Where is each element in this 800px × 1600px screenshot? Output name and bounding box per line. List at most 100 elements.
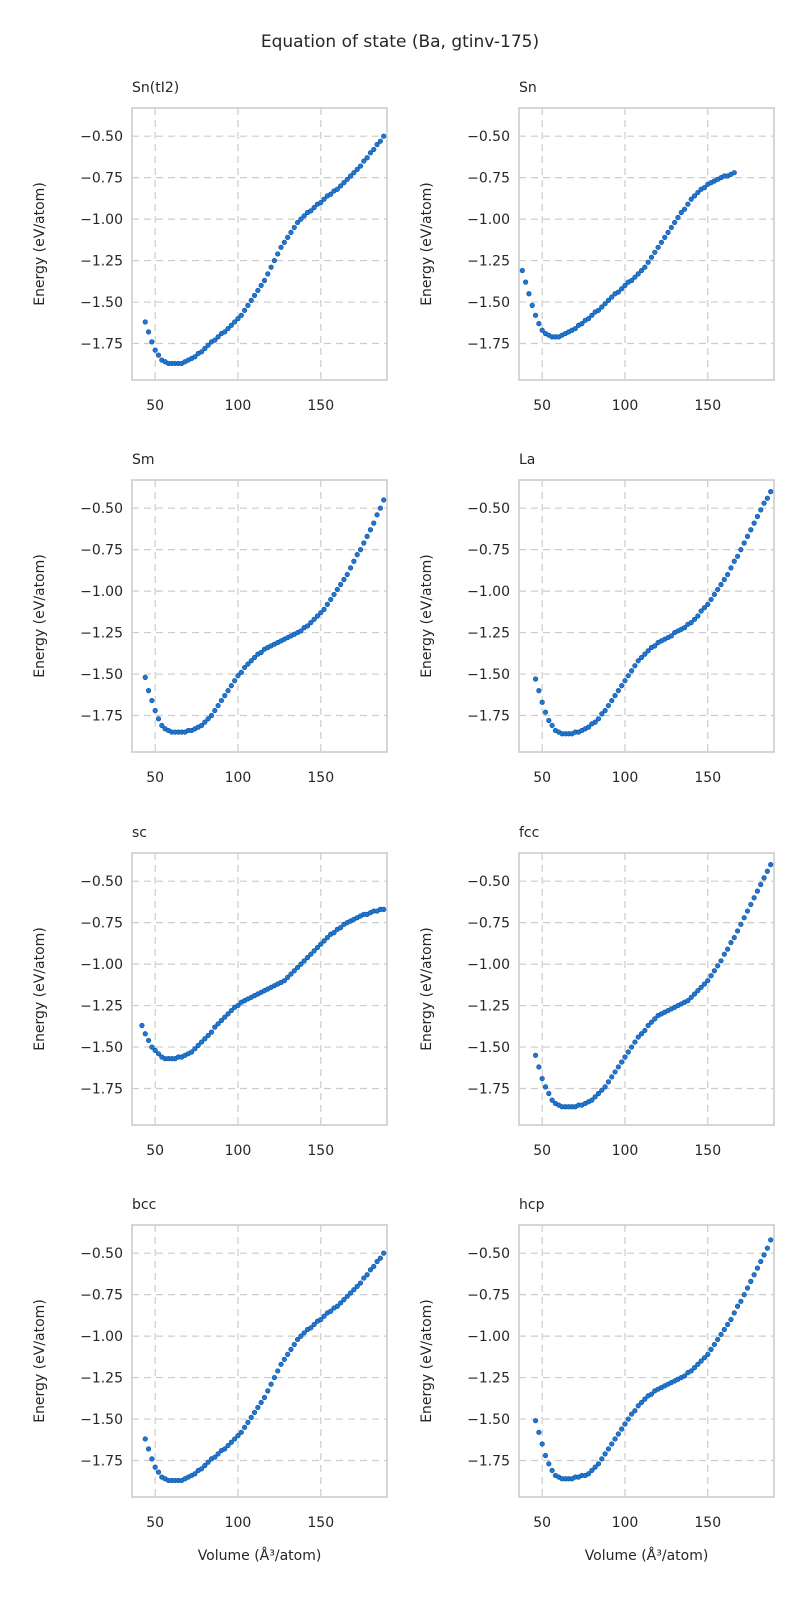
data-point (748, 901, 754, 908)
panel-title: sc (132, 825, 147, 841)
data-point (698, 984, 704, 990)
data-point (652, 1016, 658, 1022)
y-tick-label: −1.75 (80, 709, 123, 725)
data-point (718, 1331, 724, 1338)
data-point (768, 862, 774, 868)
y-tick-label: −0.75 (467, 171, 510, 187)
data-point (605, 1446, 612, 1452)
data-point (748, 1278, 754, 1284)
data-point (708, 1346, 714, 1352)
data-point (218, 697, 225, 704)
data-point (278, 1361, 284, 1367)
data-point (258, 282, 264, 289)
data-point (215, 702, 221, 709)
data-point (149, 697, 155, 704)
panel-title: Sm (132, 452, 155, 468)
plot-frame (131, 479, 388, 753)
data-point (248, 658, 254, 664)
y-tick-label: −0.75 (467, 543, 510, 559)
data-point (529, 302, 535, 308)
y-tick-label: −1.00 (80, 957, 123, 973)
data-point (304, 954, 311, 961)
plot-frame (518, 852, 775, 1126)
x-tick-label: 50 (533, 1143, 551, 1159)
y-tick-label: −1.75 (80, 1454, 123, 1470)
data-point (222, 693, 228, 699)
data-point (632, 274, 638, 280)
data-point (288, 1346, 294, 1352)
y-tick-label: −1.00 (467, 212, 510, 228)
data-point (761, 1252, 767, 1258)
data-point (536, 1064, 542, 1070)
y-tick-label: −0.50 (467, 501, 510, 517)
y-tick-label: −1.50 (467, 1040, 510, 1056)
y-tick-label: −1.25 (467, 1371, 510, 1387)
data-point (142, 1436, 148, 1442)
data-point (635, 1403, 641, 1409)
data-point (142, 674, 148, 680)
data-point (738, 921, 744, 927)
plot-frame (518, 1224, 775, 1498)
data-point (321, 1313, 327, 1319)
data-point (232, 319, 238, 325)
y-tick-label: −1.50 (467, 1412, 510, 1428)
data-point (232, 1436, 238, 1442)
data-point (381, 133, 387, 139)
data-point (632, 1408, 638, 1414)
data-point (764, 868, 770, 874)
data-point (298, 628, 304, 634)
data-point (341, 180, 347, 186)
data-point (347, 173, 354, 179)
data-point (361, 540, 367, 546)
data-point (324, 601, 330, 607)
data-point (318, 199, 324, 206)
data-point (701, 1355, 708, 1361)
data-point (628, 668, 635, 674)
y-axis-label: Energy (eV/atom) (419, 1299, 435, 1423)
data-point (208, 712, 215, 719)
data-point (595, 716, 602, 722)
data-point (374, 512, 380, 518)
data-point (145, 1037, 152, 1044)
data-point (208, 1029, 215, 1035)
data-point (542, 709, 549, 715)
data-point (701, 981, 708, 987)
y-tick-label: −1.50 (467, 295, 510, 311)
data-point (725, 946, 731, 952)
data-point (681, 206, 688, 212)
data-point (354, 1283, 360, 1289)
y-tick-label: −1.00 (467, 957, 510, 973)
data-point (311, 948, 317, 954)
data-point (357, 163, 364, 169)
data-point (731, 934, 737, 941)
data-point (155, 352, 162, 358)
data-point (721, 951, 727, 957)
data-point (308, 620, 314, 626)
data-point (155, 716, 162, 722)
data-point (149, 1044, 155, 1050)
x-tick-label: 100 (225, 398, 252, 414)
data-point (754, 513, 761, 520)
data-point (741, 1292, 747, 1298)
y-tick-label: −0.50 (467, 129, 510, 145)
data-point (744, 1285, 751, 1291)
data-point (638, 654, 645, 661)
data-point (688, 620, 694, 626)
data-point (728, 565, 734, 571)
panel-2: 50 100 150 −0.50 −0.75 −1.00 −1.25 −1.50 −1.75 Sm… (32, 452, 388, 786)
data-point (652, 643, 658, 649)
x-tick-label: 150 (694, 1515, 721, 1531)
data-point (589, 312, 595, 318)
data-point (152, 1464, 158, 1470)
data-point (638, 1031, 645, 1037)
data-point (758, 881, 764, 888)
data-point (159, 722, 165, 729)
data-point (198, 722, 205, 729)
data-point (612, 693, 618, 699)
data-point (539, 327, 545, 333)
y-tick-label: −0.50 (467, 874, 510, 890)
data-point (364, 155, 370, 161)
y-axis-label: Energy (eV/atom) (419, 554, 435, 678)
data-point (741, 540, 747, 546)
panel-5: 50 100 150 −0.50 −0.75 −1.00 −1.25 −1.50 −1.75 fc… (419, 825, 775, 1159)
